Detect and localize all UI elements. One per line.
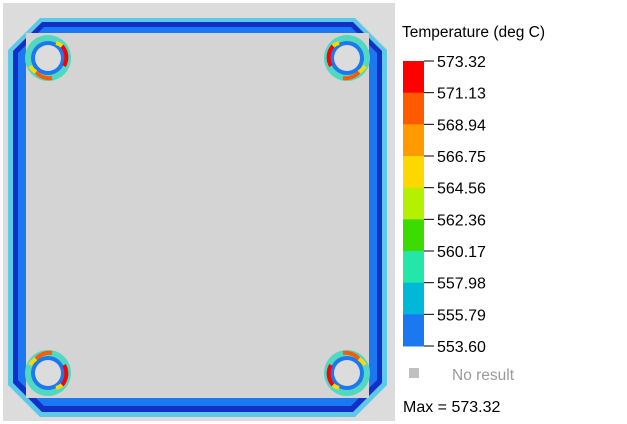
legend-tick-label: 566.75 bbox=[437, 149, 486, 166]
legend-tick-label: 553.60 bbox=[437, 339, 486, 356]
legend-tick-label: 560.17 bbox=[437, 244, 486, 261]
legend-color-bar bbox=[403, 61, 424, 347]
legend-color-segment bbox=[403, 156, 424, 189]
legend-color-segment bbox=[403, 282, 424, 315]
top-left-hole bbox=[25, 35, 71, 81]
legend-color-segment bbox=[403, 251, 424, 284]
no-result-label: No result bbox=[452, 367, 515, 384]
model-plot-area bbox=[3, 3, 395, 421]
legend-color-segment bbox=[403, 187, 424, 220]
legend-tick-label: 557.98 bbox=[437, 276, 486, 293]
model-interior bbox=[26, 33, 369, 398]
legend-title: Temperature (deg C) bbox=[402, 24, 545, 41]
no-result-swatch bbox=[409, 368, 419, 378]
legend-tick-labels: 573.32 571.13 568.94 566.75 564.56 562.36 560.… bbox=[424, 54, 486, 356]
legend-tick-label: 555.79 bbox=[437, 307, 486, 324]
legend-color-segment bbox=[403, 219, 424, 252]
max-value-label: Max = 573.32 bbox=[403, 399, 501, 416]
legend-color-segment bbox=[403, 92, 424, 125]
legend-tick-label: 562.36 bbox=[437, 212, 486, 229]
bottom-left-hole bbox=[25, 350, 71, 396]
legend-tick-label: 564.56 bbox=[437, 181, 486, 198]
legend-tick-label: 571.13 bbox=[437, 86, 486, 103]
legend-color-segment bbox=[403, 314, 424, 347]
top-right-hole bbox=[324, 35, 370, 81]
legend-color-segment bbox=[403, 61, 424, 94]
temperature-legend: Temperature (deg C) 573.32 571.13 568.94 56… bbox=[402, 24, 545, 416]
bottom-right-hole bbox=[324, 350, 370, 396]
legend-tick-label: 573.32 bbox=[437, 54, 486, 71]
legend-color-segment bbox=[403, 124, 424, 157]
legend-tick-label: 568.94 bbox=[437, 117, 486, 134]
